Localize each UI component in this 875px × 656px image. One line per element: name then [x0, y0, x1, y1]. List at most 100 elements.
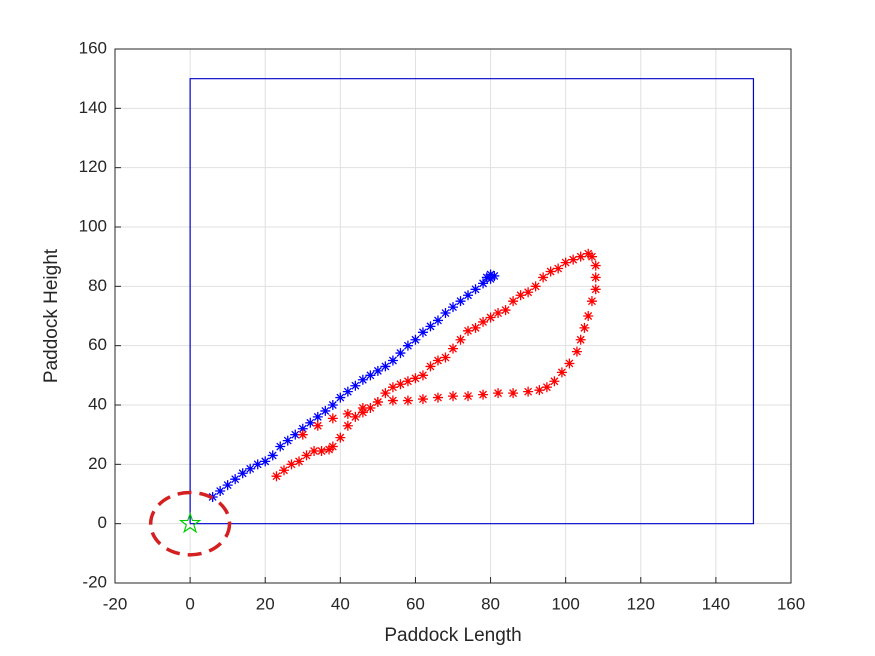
point — [294, 456, 305, 467]
x-axis-label: Paddock Length — [384, 625, 521, 646]
point — [515, 290, 526, 301]
point — [410, 373, 421, 384]
point — [301, 450, 312, 461]
point — [575, 251, 586, 262]
y-tick-label: 40 — [88, 394, 107, 413]
point — [402, 376, 413, 387]
point — [387, 355, 398, 366]
y-tick-label: 60 — [88, 335, 107, 354]
point — [417, 370, 428, 381]
point — [335, 432, 346, 443]
point — [357, 402, 368, 413]
point — [575, 334, 586, 345]
point — [478, 316, 489, 327]
y-tick-label: 20 — [88, 454, 107, 473]
point — [463, 391, 474, 402]
point — [553, 263, 564, 274]
point — [448, 302, 458, 313]
x-tick-label: 100 — [551, 594, 579, 613]
point — [545, 266, 556, 277]
point — [327, 413, 338, 424]
point — [485, 312, 496, 323]
y-axis-label: Paddock Height — [41, 248, 62, 383]
point — [365, 370, 376, 381]
y-tick-label: -20 — [82, 572, 107, 591]
point — [387, 382, 398, 393]
point — [271, 471, 282, 482]
point — [432, 355, 443, 366]
point — [402, 340, 413, 351]
point — [590, 272, 601, 283]
point — [564, 358, 575, 369]
point — [425, 361, 436, 372]
point — [541, 382, 552, 393]
point — [556, 367, 567, 378]
point — [357, 374, 368, 385]
point — [417, 394, 428, 405]
point — [245, 463, 256, 474]
y-tick-label: 100 — [79, 216, 107, 235]
point — [470, 322, 481, 333]
point — [312, 420, 323, 431]
point — [432, 392, 443, 403]
point — [500, 305, 511, 316]
y-tick-label: 0 — [98, 513, 107, 532]
point — [586, 251, 597, 262]
point — [335, 392, 346, 403]
y-tick-label: 80 — [88, 276, 107, 295]
point — [590, 260, 601, 271]
point — [534, 385, 545, 396]
point — [478, 389, 489, 400]
start-marker — [178, 511, 202, 534]
y-tick-label: 120 — [79, 157, 107, 176]
point — [571, 346, 582, 357]
point — [305, 417, 316, 428]
point — [215, 486, 226, 497]
x-tick-label: 160 — [777, 594, 805, 613]
highlight-circle — [148, 490, 232, 557]
point — [316, 445, 327, 456]
point — [327, 400, 338, 410]
point — [309, 445, 320, 456]
point — [290, 429, 301, 440]
plot-frame — [114, 48, 792, 584]
point — [508, 388, 519, 399]
point — [485, 273, 496, 284]
point — [448, 343, 458, 354]
point — [448, 391, 458, 402]
point — [530, 281, 541, 292]
point — [523, 386, 534, 397]
point — [342, 386, 353, 397]
point — [365, 402, 376, 413]
point — [350, 411, 361, 422]
x-tick-label: 60 — [406, 594, 425, 613]
point — [342, 420, 353, 431]
x-tick-label: 120 — [627, 594, 655, 613]
point — [237, 468, 248, 479]
boundary-line — [189, 78, 755, 525]
x-tick-label: 0 — [185, 594, 194, 613]
point — [583, 311, 594, 321]
point — [320, 405, 331, 416]
point — [222, 480, 233, 491]
y-tick-label: 140 — [79, 98, 107, 117]
point — [478, 278, 489, 289]
point — [579, 322, 590, 333]
point — [252, 459, 263, 470]
point — [586, 296, 597, 307]
point — [342, 408, 353, 419]
point — [463, 290, 474, 301]
y-tick-label: 160 — [79, 38, 107, 57]
point — [493, 308, 504, 319]
x-tick-label: -20 — [103, 594, 128, 613]
point — [590, 284, 601, 295]
point — [568, 254, 579, 265]
point — [372, 397, 383, 408]
point — [297, 429, 308, 440]
point — [425, 321, 436, 332]
point — [279, 465, 289, 476]
point — [395, 348, 406, 359]
point — [297, 423, 308, 434]
point — [380, 388, 391, 399]
